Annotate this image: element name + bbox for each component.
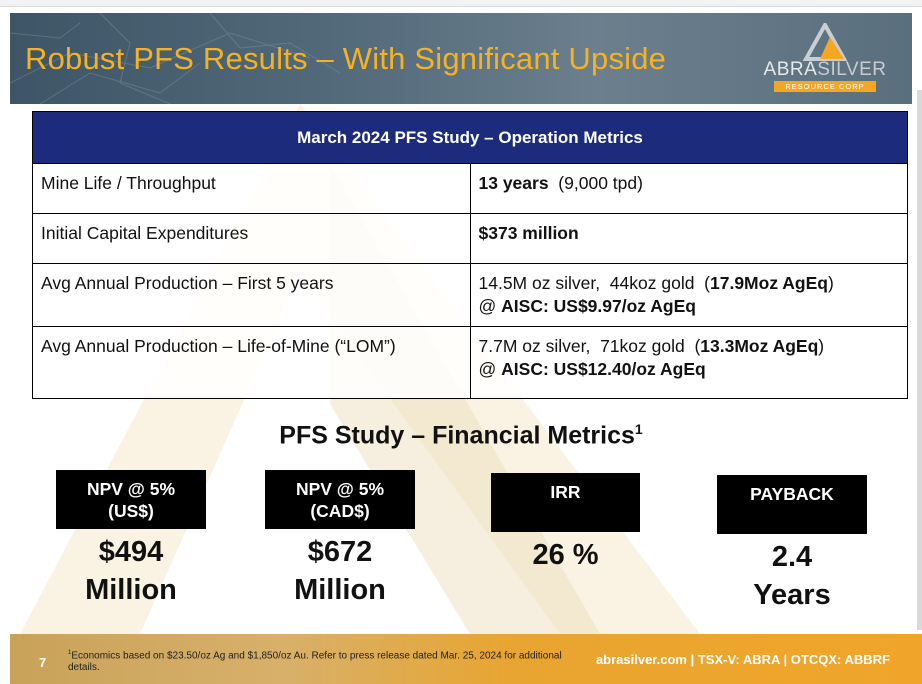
table-row: Avg Annual Production – Life-of-Mine (“L… xyxy=(32,326,908,399)
metric-npv-cad: NPV @ 5% (CAD$) $672 Million xyxy=(265,470,415,609)
metric-value: 26 % xyxy=(532,539,599,571)
logo-triangle-icon xyxy=(802,20,848,61)
row-value: 14.5M oz silver, 44koz gold (17.9Moz AgE… xyxy=(469,263,908,327)
page-number: 7 xyxy=(39,655,47,670)
company-logo: ABRASILVER RESOURCE CORP xyxy=(760,20,890,95)
top-border xyxy=(0,0,922,7)
table-row: Mine Life / Throughput 13 years (9,000 t… xyxy=(32,163,908,214)
footnote: 1Economics based on $23.50/oz Ag and $1,… xyxy=(68,650,562,673)
slide-title: Robust PFS Results – With Significant Up… xyxy=(25,41,667,76)
row-value: 13 years (9,000 tpd) xyxy=(469,163,908,214)
operation-metrics-table: March 2024 PFS Study – Operation Metrics… xyxy=(32,111,908,399)
contact-info[interactable]: abrasilver.com | TSX-V: ABRA | OTCQX: AB… xyxy=(595,652,890,667)
scrollbar[interactable] xyxy=(917,90,922,630)
metric-irr: IRR 26 % xyxy=(491,473,640,574)
metric-payback: PAYBACK 2.4 Years xyxy=(717,475,867,614)
row-value: 7.7M oz silver, 71koz gold (13.3Moz AgEq… xyxy=(469,326,908,399)
map-texture xyxy=(10,13,341,104)
financial-metrics-title: PFS Study – Financial Metrics1 xyxy=(279,421,643,450)
logo-wordmark: ABRASILVER xyxy=(763,59,887,80)
logo-subtitle: RESOURCE CORP xyxy=(774,81,876,92)
footer-bar: 7 1Economics based on $23.50/oz Ag and $… xyxy=(10,634,922,684)
metric-label-box: IRR xyxy=(491,473,640,532)
metric-value: $494 Million xyxy=(85,536,177,606)
metric-npv-usd: NPV @ 5% (US$) $494 Million xyxy=(56,470,206,609)
table-row: Initial Capital Expenditures $373 millio… xyxy=(32,213,908,264)
table-row: Avg Annual Production – First 5 years 14… xyxy=(32,263,908,327)
metric-label-box: NPV @ 5% (US$) xyxy=(56,470,206,529)
metric-value: 2.4 Years xyxy=(753,541,831,611)
row-label: Avg Annual Production – Life-of-Mine (“L… xyxy=(32,326,471,399)
row-label: Avg Annual Production – First 5 years xyxy=(32,263,471,327)
row-label: Mine Life / Throughput xyxy=(32,163,471,214)
metric-value: $672 Million xyxy=(294,536,386,606)
header-banner: Robust PFS Results – With Significant Up… xyxy=(10,13,912,104)
metric-label-box: NPV @ 5% (CAD$) xyxy=(265,470,415,529)
metric-label-box: PAYBACK xyxy=(717,475,867,534)
row-label: Initial Capital Expenditures xyxy=(32,213,471,264)
table-heading: March 2024 PFS Study – Operation Metrics xyxy=(32,111,908,164)
row-value: $373 million xyxy=(469,213,908,264)
